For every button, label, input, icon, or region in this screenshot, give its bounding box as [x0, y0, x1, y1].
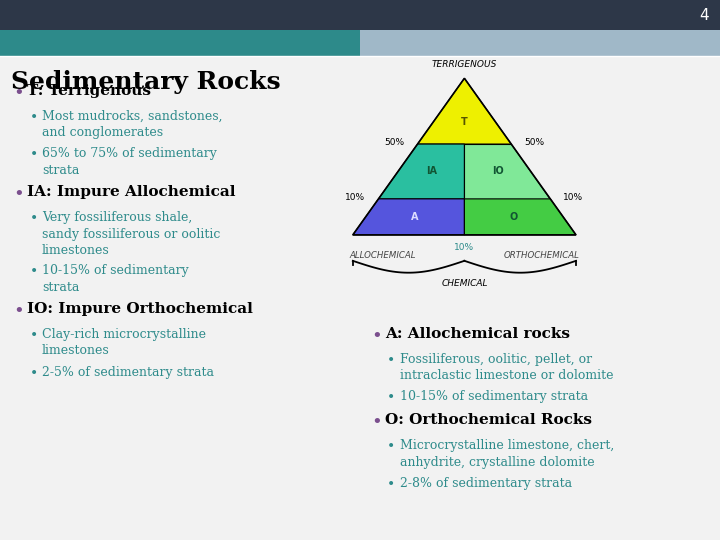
Text: •: •	[387, 439, 395, 453]
Text: •: •	[387, 353, 395, 367]
Text: 10-15% of sedimentary strata: 10-15% of sedimentary strata	[400, 390, 588, 403]
Text: 2-5% of sedimentary strata: 2-5% of sedimentary strata	[42, 366, 214, 379]
Text: A: A	[411, 212, 419, 222]
Text: IA: Impure Allochemical: IA: Impure Allochemical	[27, 185, 236, 199]
Text: •: •	[371, 327, 382, 345]
Text: 65% to 75% of sedimentary
strata: 65% to 75% of sedimentary strata	[42, 147, 217, 177]
Polygon shape	[379, 144, 464, 199]
Text: ORTHOCHEMICAL: ORTHOCHEMICAL	[504, 251, 580, 260]
Text: T: T	[461, 117, 468, 127]
Text: IO: Impure Orthochemical: IO: Impure Orthochemical	[27, 302, 253, 316]
Text: •: •	[30, 147, 38, 161]
Text: A: Allochemical rocks: A: Allochemical rocks	[385, 327, 570, 341]
Text: 50%: 50%	[384, 138, 405, 147]
Text: CHEMICAL: CHEMICAL	[441, 279, 487, 288]
Text: O: O	[510, 212, 518, 222]
Text: 2-8% of sedimentary strata: 2-8% of sedimentary strata	[400, 477, 572, 490]
Text: •: •	[387, 390, 395, 404]
Text: Microcrystalline limestone, chert,
anhydrite, crystalline dolomite: Microcrystalline limestone, chert, anhyd…	[400, 439, 615, 469]
Text: 4: 4	[700, 8, 709, 23]
Text: •: •	[13, 185, 24, 203]
Text: •: •	[13, 302, 24, 320]
Text: Clay-rich microcrystalline
limestones: Clay-rich microcrystalline limestones	[42, 328, 206, 357]
Text: •: •	[13, 84, 24, 102]
Text: ALLOCHEMICAL: ALLOCHEMICAL	[349, 251, 415, 260]
FancyBboxPatch shape	[0, 0, 720, 30]
Text: •: •	[30, 211, 38, 225]
Text: Very fossiliferous shale,
sandy fossiliferous or oolitic
limestones: Very fossiliferous shale, sandy fossilif…	[42, 211, 220, 257]
Text: 10-15% of sedimentary
strata: 10-15% of sedimentary strata	[42, 264, 189, 294]
Text: 10%: 10%	[346, 193, 366, 202]
Text: Sedimentary Rocks: Sedimentary Rocks	[11, 70, 280, 94]
FancyBboxPatch shape	[360, 30, 720, 57]
Text: •: •	[30, 328, 38, 342]
FancyBboxPatch shape	[0, 30, 360, 57]
Text: O: Orthochemical Rocks: O: Orthochemical Rocks	[385, 413, 593, 427]
Polygon shape	[464, 144, 550, 199]
Polygon shape	[353, 199, 464, 235]
Text: •: •	[387, 477, 395, 491]
Text: 10%: 10%	[563, 193, 583, 202]
Text: •: •	[371, 413, 382, 431]
Text: IO: IO	[492, 166, 503, 177]
Polygon shape	[418, 78, 511, 144]
Text: 50%: 50%	[524, 138, 544, 147]
Text: T: Terrigenous: T: Terrigenous	[27, 84, 151, 98]
Text: •: •	[30, 110, 38, 124]
Text: IA: IA	[426, 166, 437, 177]
Text: 10%: 10%	[454, 243, 474, 252]
Text: TERRIGENOUS: TERRIGENOUS	[432, 59, 497, 69]
Text: •: •	[30, 366, 38, 380]
Text: Most mudrocks, sandstones,
and conglomerates: Most mudrocks, sandstones, and conglomer…	[42, 110, 222, 139]
Text: •: •	[30, 264, 38, 278]
Polygon shape	[464, 199, 576, 235]
Text: Fossiliferous, oolitic, pellet, or
intraclastic limestone or dolomite: Fossiliferous, oolitic, pellet, or intra…	[400, 353, 614, 382]
